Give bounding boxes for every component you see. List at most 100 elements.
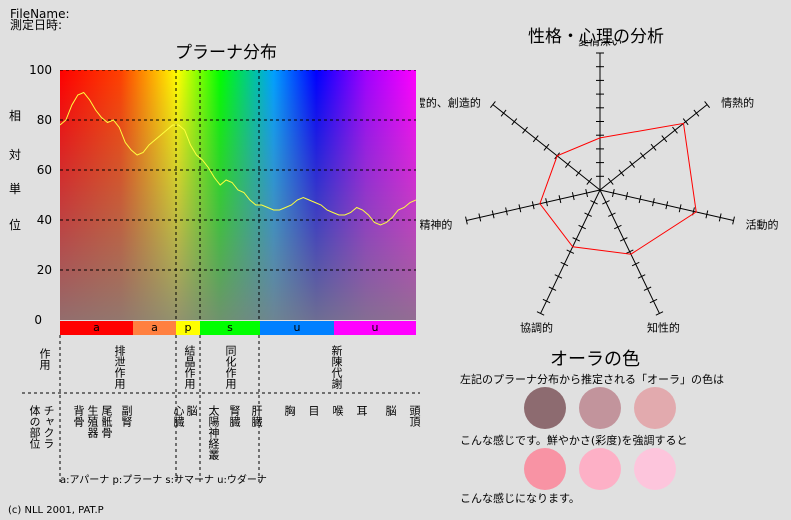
grid-lines: [60, 70, 416, 320]
body-part-touchou: 頭頂: [408, 405, 421, 427]
radar-tick: [614, 224, 622, 230]
radar-tick: [625, 192, 629, 201]
body-part-me: 目: [307, 405, 320, 416]
ytick-60: 60: [36, 163, 52, 177]
radar-tick: [608, 212, 616, 217]
aura-swatch-3: [634, 387, 676, 429]
radar-tick: [718, 213, 722, 222]
radar-tick: [678, 204, 682, 213]
radar-tick: [602, 200, 610, 205]
ytick-0: 0: [34, 313, 42, 327]
body-part-nou: 脳: [185, 405, 198, 416]
radar-tick: [560, 261, 569, 267]
radar-tick: [607, 178, 614, 185]
radar-tick: [637, 274, 646, 279]
radar-tick: [649, 298, 658, 304]
body-part-nou2: 脳: [384, 405, 397, 416]
copyright: (c) NLL 2001, PAT.P: [8, 505, 104, 516]
date-label: 測定日時:: [10, 18, 63, 32]
ytick-100: 100: [29, 63, 52, 77]
radar-tick: [465, 216, 468, 225]
radar-tick: [554, 274, 563, 279]
body-part-mune: 胸: [283, 405, 296, 416]
radar-tick: [545, 198, 548, 207]
radar-tick: [704, 101, 710, 109]
radar-tick: [590, 200, 598, 205]
radar-tick: [536, 311, 545, 316]
function-haisetsu: 排泄作用: [113, 345, 126, 389]
radar-tick: [518, 204, 522, 213]
radar-tick: [652, 198, 655, 207]
radar-tick: [511, 118, 518, 126]
radar-tick: [611, 189, 615, 198]
body-part-nodo: 喉: [331, 405, 344, 416]
radar-tick: [575, 169, 582, 177]
radar-tick: [558, 195, 562, 204]
aura-swatch-1: [524, 387, 566, 429]
aura-text-2: こんな感じです。鮮やかさ(彩度)を強調すると: [460, 434, 688, 447]
radar-tick: [650, 143, 657, 151]
radar-tick: [732, 216, 735, 225]
band-4: u: [260, 321, 334, 335]
body-part-taiyoshinkeiso: 太陽神経叢: [207, 405, 220, 460]
radar-tick: [682, 118, 689, 126]
band-0: a: [60, 321, 133, 335]
radar-tick: [578, 224, 586, 230]
band-2: p: [176, 321, 200, 335]
radar-tick: [572, 237, 581, 242]
radar-label-5: 精神的: [420, 217, 452, 231]
radar-tick: [564, 160, 571, 168]
radar-tick: [571, 192, 575, 201]
radar-tick: [672, 126, 678, 134]
ylabel-char-2: 対: [9, 148, 22, 162]
prana-chart: [60, 70, 416, 320]
radar-tick: [548, 286, 557, 291]
radar-tick: [500, 109, 507, 117]
radar-tick: [522, 126, 528, 134]
radar-tick: [490, 101, 496, 109]
radar-tick: [705, 210, 709, 219]
lower-table-lines: [22, 335, 420, 485]
radar-label-3: 知性的: [647, 320, 680, 334]
aura-text-1: 左記のプラーナ分布から推定される「オーラ」の色は: [460, 373, 724, 386]
ylabel-char-4: 位: [9, 218, 22, 232]
radar-tick: [566, 249, 575, 254]
aura-vivid-swatch-3: [634, 448, 676, 490]
filename-label: FileName:: [10, 7, 70, 21]
radar-tick: [639, 152, 646, 160]
body-part-mimi: 耳: [355, 405, 368, 416]
radar-label-1: 情熱的: [721, 96, 754, 110]
radar-tick: [478, 213, 482, 222]
aura-swatch-2: [579, 387, 621, 429]
function-row-label: 作用: [38, 348, 51, 370]
radar-tick: [661, 135, 668, 143]
ylabel-char-1: 相: [9, 109, 22, 123]
ytick-40: 40: [36, 213, 52, 227]
radar-tick: [542, 298, 551, 304]
band-5: u: [334, 321, 416, 335]
radar-tick: [619, 237, 628, 242]
body-part-seishokuki: 生殖器: [86, 405, 99, 438]
radar-tick: [618, 169, 625, 177]
band-1: a: [133, 321, 176, 335]
prana-title: プラーナ分布: [175, 43, 277, 63]
chakra-label: チャクラ: [42, 405, 55, 449]
radar-label-0: 愛情深い: [578, 40, 622, 48]
radar-label-6: 霊的、創造的: [420, 96, 481, 110]
radar-title: 性格・心理の分析: [528, 27, 664, 47]
radar-tick: [531, 201, 535, 210]
radar-tick: [693, 109, 700, 117]
prana-legend: a:アパーナ p:プラーナ s:サマーナ u:ウダーナ: [60, 475, 267, 486]
body-part-biteikotsu: 尾骶骨: [100, 405, 113, 438]
radar-tick: [655, 311, 664, 316]
body-part-kanzo: 肝臓: [250, 405, 263, 427]
band-3: s: [200, 321, 260, 335]
radar-tick: [586, 178, 593, 185]
body-part-shinzo: 心臓: [172, 405, 185, 427]
radar-label-4: 協調的: [520, 320, 553, 334]
radar-tick: [629, 160, 636, 168]
function-kessho: 結晶作用: [183, 345, 196, 389]
aura-title: オーラの色: [550, 349, 640, 370]
